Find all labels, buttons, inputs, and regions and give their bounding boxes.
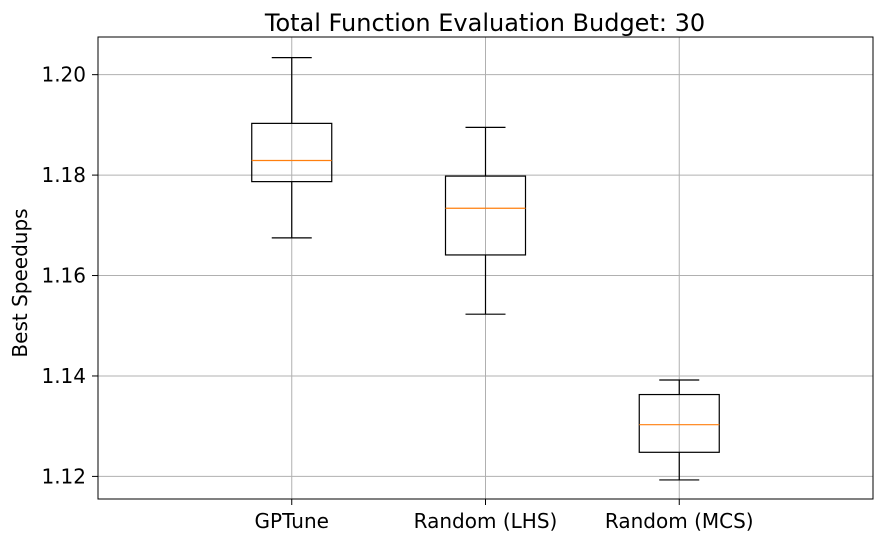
x-tick-label: Random (MCS) bbox=[605, 509, 754, 533]
chart-title: Total Function Evaluation Budget: 30 bbox=[264, 9, 705, 37]
y-tick-label: 1.12 bbox=[41, 464, 86, 488]
y-tick-label: 1.16 bbox=[41, 264, 86, 288]
box-iqr bbox=[444, 175, 527, 256]
y-tick-label: 1.14 bbox=[41, 364, 86, 388]
y-tick-label: 1.20 bbox=[41, 63, 86, 87]
box-series bbox=[251, 56, 720, 481]
y-tick-label: 1.18 bbox=[41, 163, 86, 187]
box-2 bbox=[444, 126, 527, 315]
box-iqr bbox=[251, 122, 333, 183]
x-tick-label: GPTune bbox=[255, 509, 329, 533]
y-axis-label: Best Speedups bbox=[8, 208, 32, 357]
box-iqr bbox=[638, 393, 720, 453]
box-1 bbox=[251, 56, 333, 239]
box-3 bbox=[638, 379, 720, 481]
y-axis-ticks: 1.12 1.14 1.16 1.18 1.20 bbox=[41, 63, 98, 488]
x-tick-label: Random (LHS) bbox=[414, 509, 558, 533]
x-axis-ticks: GPTune Random (LHS) Random (MCS) bbox=[255, 499, 754, 533]
